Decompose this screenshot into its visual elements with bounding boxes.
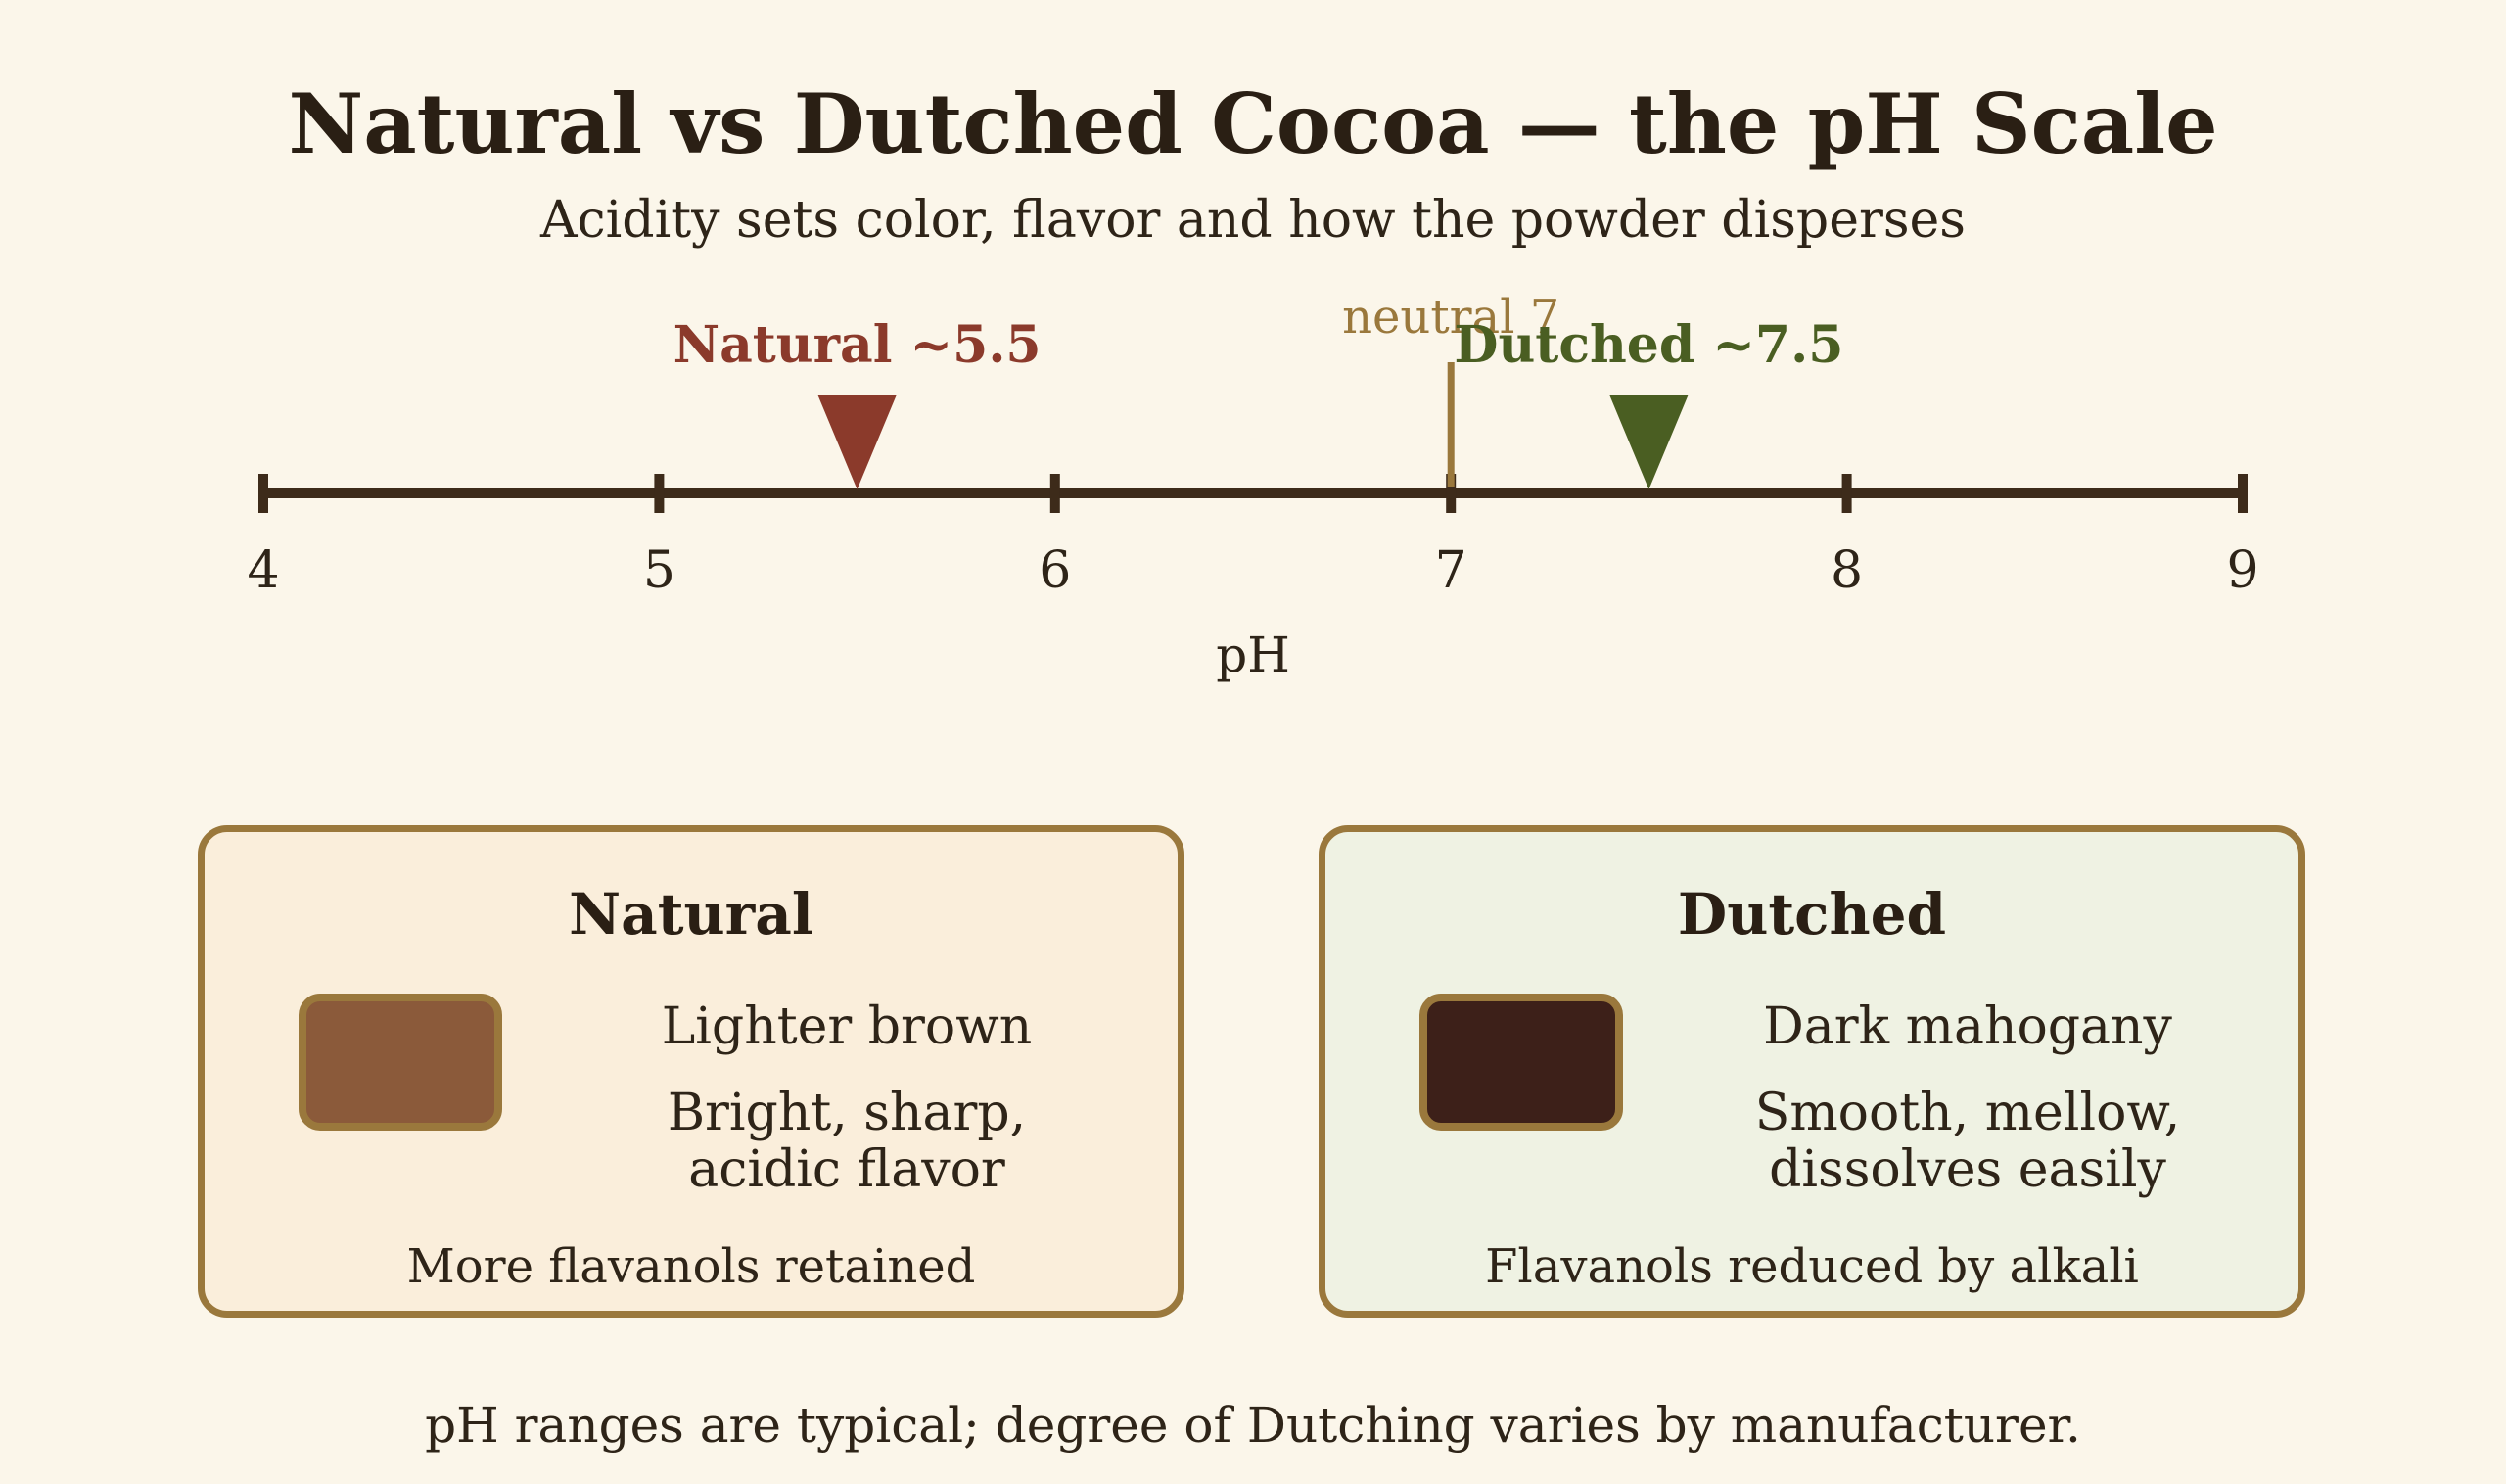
natural-card-title: Natural [569, 881, 813, 948]
ph-markers: Natural ~5.5 Dutched ~7.5 [673, 315, 1843, 489]
dutched-card-title: Dutched [1677, 881, 1947, 948]
natural-flavor-text: Bright, sharp, acidic flavor [667, 1084, 1027, 1199]
page-subtitle: Acidity sets color, flavor and how the p… [540, 191, 1966, 250]
dutched-card: Dutched Dark mahogany Smooth, mellow, di… [1319, 825, 2305, 1318]
ph-axis-label: pH [1216, 626, 1290, 683]
ph-tick-label: 8 [1831, 541, 1863, 600]
ph-scale: 4 5 6 7 8 9 neutral 7 Natural ~5.5 Dutched ~7.… [247, 290, 2258, 683]
ph-tick-label: 4 [247, 541, 279, 600]
ph-marker-label: Natural ~5.5 [673, 315, 1042, 375]
ph-tick-labels: 4 5 6 7 8 9 [247, 541, 2258, 600]
ph-marker-triangle [817, 395, 897, 489]
page-title: Natural vs Dutched Cocoa — the pH Scale [288, 75, 2218, 172]
ph-tick-label: 5 [643, 541, 675, 600]
ph-marker-label: Dutched ~7.5 [1454, 315, 1843, 375]
ph-tick-label: 7 [1435, 541, 1467, 600]
natural-card: Natural Lighter brown Bright, sharp, aci… [198, 825, 1184, 1318]
natural-note: More flavanols retained [406, 1239, 976, 1294]
dutched-flavor-text: Smooth, mellow, dissolves easily [1754, 1084, 2181, 1199]
natural-color-text: Lighter brown [661, 997, 1033, 1056]
dutched-note: Flavanols reduced by alkali [1485, 1239, 2139, 1294]
neutral-label: neutral 7 [1342, 290, 1559, 345]
ph-tick-label: 6 [1039, 541, 1071, 600]
footnote: pH ranges are typical; degree of Dutchin… [425, 1397, 2081, 1454]
ph-marker-triangle [1609, 395, 1689, 489]
natural-color-swatch [299, 994, 502, 1131]
ph-tick-label: 9 [2226, 541, 2258, 600]
dutched-color-text: Dark mahogany [1763, 997, 2172, 1056]
dutched-color-swatch [1419, 994, 1623, 1131]
